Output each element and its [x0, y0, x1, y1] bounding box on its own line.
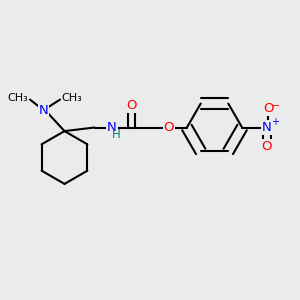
Text: CH₃: CH₃ [61, 93, 82, 103]
Text: O: O [126, 99, 136, 112]
Text: CH₃: CH₃ [8, 93, 29, 103]
Text: O: O [263, 101, 274, 115]
Text: N: N [262, 121, 272, 134]
Text: O: O [262, 140, 272, 154]
Text: O: O [164, 121, 174, 134]
Text: N: N [39, 103, 48, 117]
Text: H: H [112, 128, 121, 141]
Text: −: − [272, 101, 280, 111]
Text: N: N [107, 121, 116, 134]
Text: +: + [272, 117, 280, 127]
